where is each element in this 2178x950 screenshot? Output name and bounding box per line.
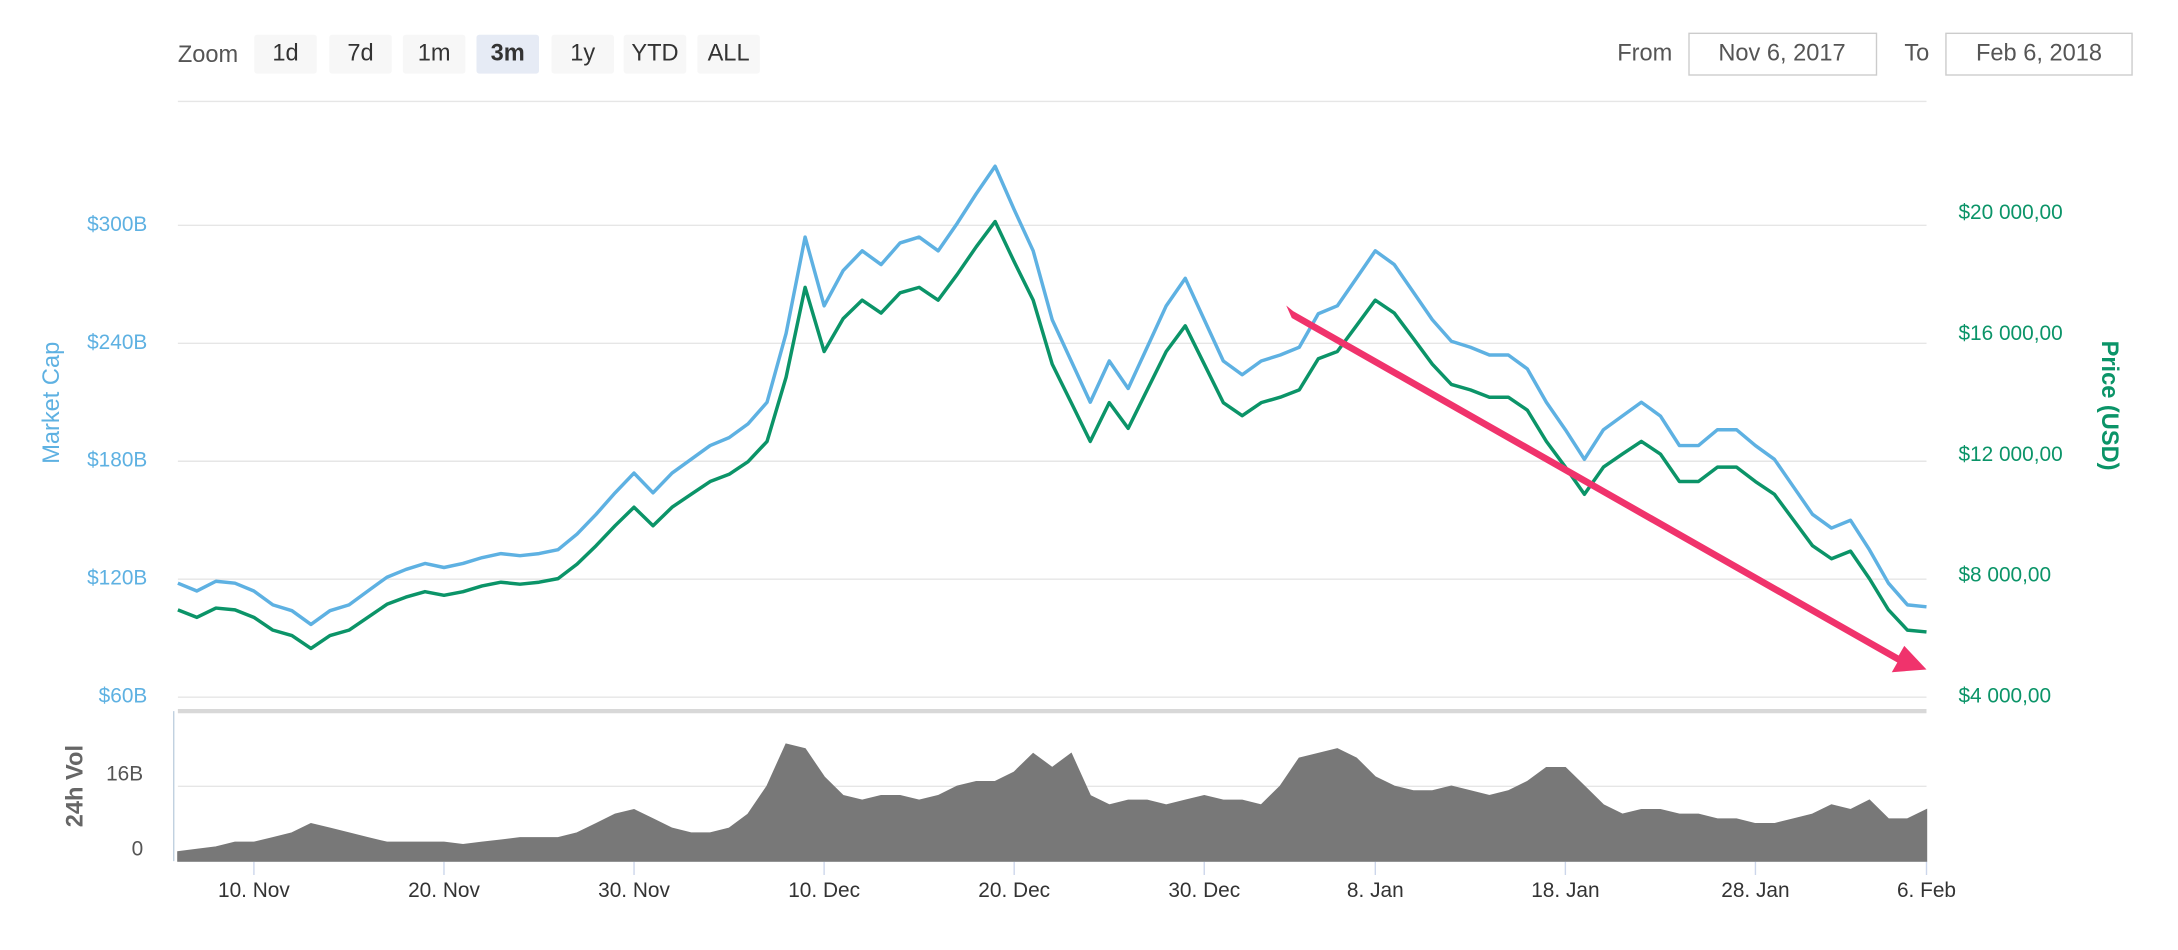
y-tick-label: $300B [87,213,147,236]
y-tick-label: $60B [99,685,148,708]
zoom-button[interactable] [697,34,760,74]
to-label: To [1904,40,1929,66]
zoom-button[interactable] [254,34,317,74]
trend-arrow [1286,305,1927,673]
y2-tick-label: $8 000,00 [1958,564,2051,587]
zoom-label: Zoom [178,42,238,68]
x-tick-label: 6. Feb [1897,879,1956,902]
x-tick-label: 30. Dec [1168,879,1240,902]
zoom-button[interactable] [476,34,540,74]
zoom-button[interactable] [329,34,392,74]
y-tick-label: $120B [87,567,147,590]
zoom-button-label[interactable]: 1d [272,40,298,66]
zoom-button[interactable] [623,34,687,74]
zoom-button[interactable] [402,34,466,74]
zoom-button-label[interactable]: 1y [570,40,595,66]
x-tick-label: 10. Nov [218,879,290,902]
zoom-button-label[interactable]: YTD [631,40,678,66]
x-tick-label: 20. Nov [408,879,480,902]
x-tick-label: 30. Nov [598,879,670,902]
y-axis-title: Market Cap [39,342,65,464]
x-tick-label: 28. Jan [1721,879,1789,902]
y2-axis-title: Price (USD) [2096,341,2122,471]
from-label: From [1617,40,1672,66]
zoom-button-label[interactable]: 7d [347,40,373,66]
y-tick-label: $180B [87,449,147,472]
zoom-button-label[interactable]: ALL [708,40,750,66]
x-tick-label: 20. Dec [978,879,1050,902]
x-tick-label: 8. Jan [1347,879,1404,902]
y2-tick-label: $20 000,00 [1958,201,2062,224]
from-value[interactable]: Nov 6, 2017 [1718,40,1845,66]
y2-tick-label: $4 000,00 [1958,685,2051,708]
to-input[interactable] [1945,32,2133,76]
y-tick-label: 0 [132,838,144,861]
y-tick-label: $240B [87,331,147,354]
zoom-buttons: 1d 7d 1m 3m 1y YTD ALL [254,34,760,74]
x-tick-label: 18. Jan [1531,879,1599,902]
series-line [177,219,1927,651]
series-line [177,164,1927,627]
y-axis-title: 24h Vol [63,745,89,827]
zoom-button-label[interactable]: 3m [491,40,525,66]
y2-tick-label: $16 000,00 [1958,322,2062,345]
volume-area [177,743,1928,862]
plot: $60B $120B $180B $240B $300B $4 000,00 $8 000,… [39,164,2122,902]
from-input[interactable] [1688,32,1878,76]
to-value[interactable]: Feb 6, 2018 [1976,40,2102,66]
zoom-button[interactable] [551,34,615,74]
x-tick-label: 10. Dec [788,879,860,902]
zoom-button-label[interactable]: 1m [418,40,451,66]
y2-tick-label: $12 000,00 [1958,443,2062,466]
y-tick-label: 16B [106,763,143,786]
